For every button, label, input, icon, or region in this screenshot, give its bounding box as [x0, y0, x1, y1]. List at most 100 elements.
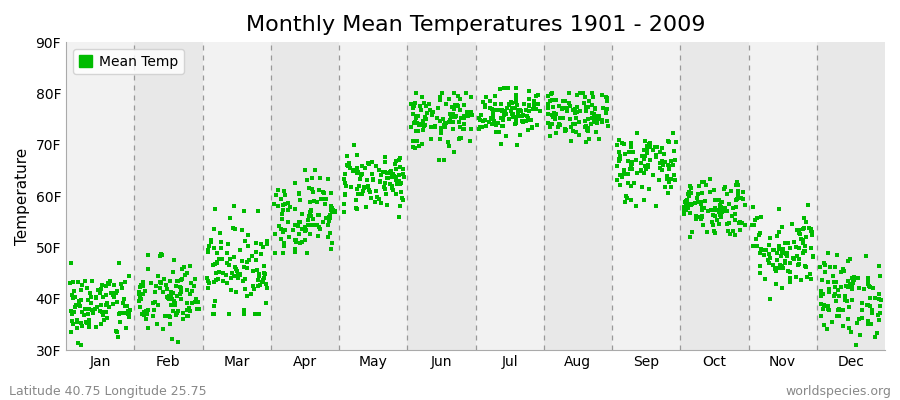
- Point: [181, 312, 195, 319]
- Point: [500, 111, 514, 117]
- Point: [476, 99, 491, 106]
- Point: [293, 218, 308, 225]
- Point: [762, 260, 777, 266]
- Point: [257, 275, 272, 281]
- Point: [707, 205, 722, 211]
- Point: [220, 260, 234, 266]
- Point: [543, 124, 557, 130]
- Point: [662, 162, 676, 168]
- Point: [587, 111, 601, 118]
- Point: [505, 114, 519, 120]
- Point: [567, 121, 581, 128]
- Point: [380, 175, 394, 181]
- Point: [245, 253, 259, 260]
- Point: [463, 137, 477, 144]
- Point: [772, 246, 787, 253]
- Point: [513, 107, 527, 113]
- Point: [731, 188, 745, 195]
- Point: [496, 117, 510, 123]
- Point: [660, 172, 674, 179]
- Point: [600, 118, 615, 124]
- Point: [578, 94, 592, 100]
- Point: [745, 204, 760, 210]
- Point: [511, 109, 526, 116]
- Point: [679, 203, 693, 210]
- Point: [509, 85, 524, 92]
- Point: [179, 287, 194, 294]
- Point: [609, 163, 624, 170]
- Point: [164, 294, 178, 300]
- Point: [774, 253, 788, 259]
- Point: [302, 208, 317, 215]
- Point: [139, 316, 153, 323]
- Point: [716, 199, 730, 206]
- Point: [442, 119, 456, 126]
- Point: [643, 157, 657, 163]
- Point: [458, 90, 473, 97]
- Point: [364, 195, 378, 202]
- Point: [714, 199, 728, 205]
- Point: [736, 188, 751, 195]
- Point: [641, 164, 655, 170]
- Point: [473, 117, 488, 124]
- Point: [392, 172, 406, 179]
- Point: [224, 287, 238, 293]
- Point: [240, 292, 255, 299]
- Point: [708, 197, 723, 203]
- Point: [177, 264, 192, 270]
- Point: [299, 227, 313, 233]
- Point: [778, 240, 793, 246]
- Point: [799, 234, 814, 240]
- Point: [822, 289, 836, 295]
- Point: [171, 278, 185, 284]
- Point: [579, 108, 593, 114]
- Point: [648, 202, 662, 209]
- Point: [81, 319, 95, 326]
- Point: [453, 96, 467, 102]
- Point: [872, 262, 886, 269]
- Bar: [134, 42, 202, 350]
- Point: [176, 310, 191, 316]
- Point: [478, 116, 492, 123]
- Point: [701, 208, 716, 214]
- Point: [821, 279, 835, 286]
- Point: [655, 158, 670, 164]
- Point: [505, 100, 519, 106]
- Point: [841, 315, 855, 322]
- Point: [378, 154, 392, 160]
- Point: [362, 187, 376, 193]
- Point: [113, 310, 128, 316]
- Point: [696, 222, 710, 228]
- Point: [224, 270, 238, 276]
- Point: [452, 119, 466, 126]
- Point: [362, 161, 376, 167]
- Point: [156, 325, 170, 332]
- Point: [396, 166, 410, 173]
- Point: [420, 110, 435, 116]
- Point: [692, 183, 706, 190]
- Point: [292, 191, 306, 197]
- Point: [105, 291, 120, 298]
- Point: [754, 246, 769, 252]
- Point: [616, 141, 631, 147]
- Point: [144, 279, 158, 286]
- Point: [170, 310, 184, 316]
- Point: [486, 116, 500, 122]
- Point: [695, 190, 709, 196]
- Point: [171, 339, 185, 346]
- Point: [555, 115, 570, 122]
- Point: [830, 252, 844, 258]
- Point: [88, 294, 103, 300]
- Point: [763, 234, 778, 241]
- Point: [625, 197, 639, 204]
- Point: [690, 195, 705, 201]
- Point: [778, 251, 793, 257]
- Point: [623, 166, 637, 172]
- Point: [437, 120, 452, 126]
- Point: [288, 246, 302, 252]
- Point: [717, 184, 732, 190]
- Point: [846, 274, 860, 280]
- Point: [229, 288, 243, 295]
- Point: [842, 281, 857, 288]
- Point: [418, 114, 432, 120]
